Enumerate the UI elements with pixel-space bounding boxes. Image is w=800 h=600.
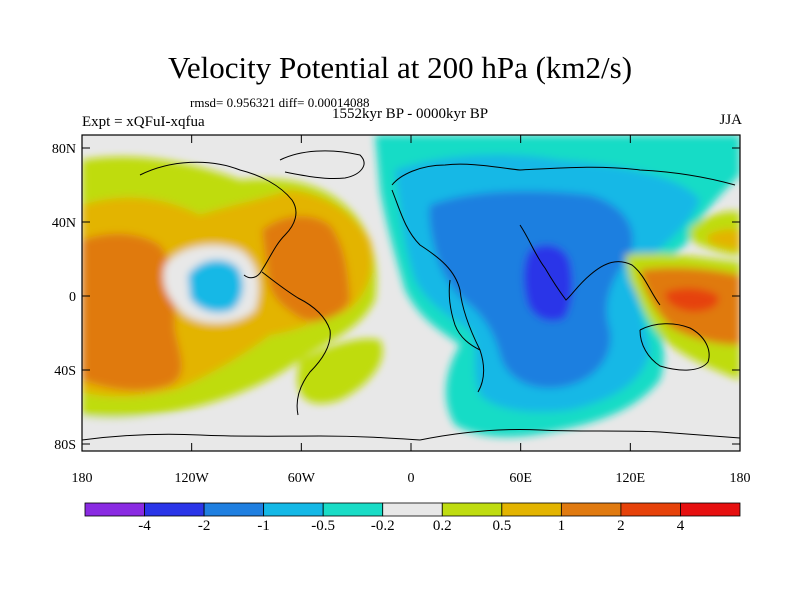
colorbar-swatch [382, 502, 443, 517]
colorbar-swatch [144, 502, 205, 517]
period-subtitle: 1552kyr BP - 0000kyr BP [331, 106, 489, 122]
colorbar-swatch [680, 502, 741, 517]
lon-tick-label: 0 [408, 471, 415, 486]
colorbar-label: -0.2 [370, 518, 395, 534]
lon-tick-label: 60W [288, 471, 316, 486]
colorbar-swatch [84, 502, 145, 517]
lat-labels: 80N 40N 0 40S 80S [52, 142, 76, 453]
colorbar-swatch [322, 502, 384, 517]
lat-tick-label: 40S [54, 364, 76, 379]
colorbar-swatch [620, 502, 681, 517]
colorbar-label: -4 [138, 518, 151, 534]
colorbar-label: -1 [257, 518, 270, 534]
colorbar-swatch [560, 502, 622, 517]
lon-tick-label: 120E [616, 471, 646, 486]
season-label: JJA [719, 112, 742, 128]
colorbar-label: 1 [557, 518, 566, 534]
colorbar-swatch [203, 502, 265, 517]
contour-fill [82, 135, 740, 451]
colorbar-label: -0.5 [311, 518, 336, 534]
colorbar-swatch [501, 502, 562, 517]
lon-labels: 180 120W 60W 0 60E 120E 180 [72, 471, 751, 486]
lat-tick-label: 80S [54, 438, 76, 453]
lon-tick-label: 180 [72, 471, 93, 486]
colorbar-label: 2 [617, 518, 625, 534]
lat-tick-label: 0 [69, 290, 76, 305]
coastlines [82, 150, 740, 441]
stats-text: rmsd= 0.956321 diff= 0.00014088 [190, 95, 370, 110]
lon-tick-label: 120W [175, 471, 210, 486]
colorbar-label: 4 [676, 518, 685, 534]
colorbar [84, 502, 741, 517]
axis-ticks [81, 135, 741, 451]
lat-tick-label: 40N [52, 216, 76, 231]
lon-tick-label: 60E [509, 471, 532, 486]
experiment-label: Expt = xQFuI-xqfua [82, 114, 205, 130]
colorbar-label: 0.2 [432, 518, 452, 534]
colorbar-swatch [441, 502, 503, 517]
map-title: Velocity Potential at 200 hPa (km2/s) [167, 50, 633, 85]
colorbar-swatch [263, 502, 324, 517]
colorbar-label: -2 [197, 518, 211, 534]
colorbar-label: 0.5 [492, 518, 512, 534]
lon-tick-label: 180 [730, 471, 751, 486]
lat-tick-label: 80N [52, 142, 76, 157]
